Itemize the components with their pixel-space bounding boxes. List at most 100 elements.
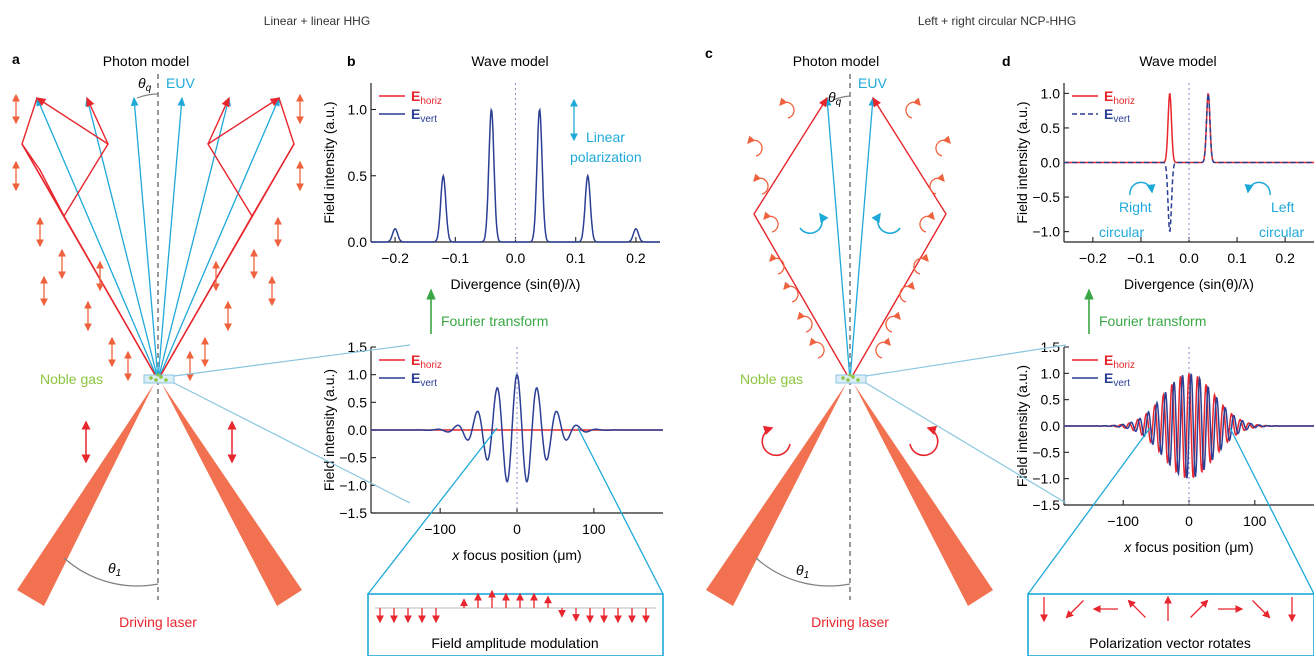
panel-b-modulation-box	[367, 593, 664, 656]
panel-a-letter: a	[12, 51, 20, 67]
x-tick-label: −100	[424, 521, 456, 537]
panel-a-euv: EUV	[166, 75, 195, 91]
panel-d-left-label-2: circular	[1259, 224, 1304, 240]
panel-a-laser-left	[17, 384, 154, 606]
y-tick-label: −1.0	[1032, 224, 1060, 240]
legend-e: E	[411, 88, 420, 104]
panel-c-laser-label: Driving laser	[811, 614, 889, 630]
panel-a-theta1-arc	[63, 557, 159, 587]
rotation-arrow	[899, 281, 915, 303]
x-tick-label: −0.1	[441, 250, 469, 266]
right-header: Left + right circular NCP-HHG	[918, 14, 1076, 28]
x-axis-label: x focus position (μm)	[1123, 539, 1253, 555]
panel-d-right-label-1: Right	[1119, 199, 1152, 215]
rotation-vector-arrow	[1252, 600, 1271, 619]
panel-a-title: Photon model	[103, 53, 189, 69]
rotation-arrow	[747, 135, 763, 157]
panel-a-laser-label: Driving laser	[119, 614, 197, 630]
panel-c-gas-label: Noble gas	[740, 371, 803, 387]
series-e-vert	[1064, 373, 1314, 479]
panel-b-fourier-label: Fourier transform	[441, 313, 548, 329]
legend-sub: vert	[420, 114, 437, 125]
legend-e: E	[411, 370, 420, 386]
y-tick-label: 0.5	[1041, 392, 1061, 408]
panel-d-letter: d	[1002, 53, 1011, 69]
panel-c: c Photon model θ1 θq EUV Noble gas Drivi…	[705, 45, 993, 630]
y-tick-label: −1.0	[339, 477, 367, 493]
panel-a-polarization-arrows	[12, 93, 304, 382]
x-axis-label-rest: focus position (μm)	[1131, 539, 1253, 555]
legend-e: E	[1104, 106, 1113, 122]
rotation-arrow	[763, 211, 779, 233]
chart-b-top: 0.0 0.5 1.0 −0.2 −0.1 0.0 0.1 0.2 Field intensit…	[321, 83, 660, 292]
x-axis-label-rest: focus position (μm)	[459, 547, 581, 563]
rotation-vector-arrow	[1127, 599, 1146, 618]
legend-sub: vert	[1113, 114, 1130, 125]
panel-c-letter: c	[705, 45, 713, 61]
panel-b: b Wave model 0.0 0.5 1.0 −0.2 −0.1 0.0 0.1 0.2 F…	[173, 53, 664, 656]
panel-c-laser-right	[854, 384, 993, 606]
legend-label-vert: Evert	[1104, 106, 1130, 125]
rotation-arrow	[905, 97, 921, 119]
rotation-vector-arrow	[1065, 600, 1084, 619]
x-tick-label: −0.2	[1079, 250, 1107, 266]
y-tick-label: −0.5	[1032, 189, 1060, 205]
y-axis-label: Field intensity (a.u.)	[321, 369, 337, 491]
panel-d-left-label-1: Left	[1271, 199, 1294, 215]
x-tick-label: 0.0	[1179, 250, 1199, 266]
x-axis-label-var: x	[1123, 539, 1132, 555]
x-tick-label: −100	[1107, 513, 1139, 529]
y-tick-label: −0.5	[1032, 444, 1060, 460]
panel-c-thetaq-arc	[832, 95, 851, 101]
panel-c-gas-dots	[841, 373, 860, 382]
panel-d-box-connector-left	[1027, 427, 1151, 595]
series-e-vert	[371, 373, 663, 484]
panel-d-fourier-label: Fourier transform	[1099, 313, 1206, 329]
legend-sub: horiz	[1113, 360, 1135, 371]
x-tick-label: 0.1	[1227, 250, 1247, 266]
x-tick-label: −0.2	[381, 250, 409, 266]
rotation-arrow	[779, 97, 795, 119]
rotation-arrow	[797, 311, 813, 333]
legend-label-horiz: Ehoriz	[411, 352, 442, 371]
legend-label-vert: Evert	[411, 106, 437, 125]
left-header: Linear + linear HHG	[264, 14, 370, 28]
y-tick-label: −1.5	[1032, 497, 1060, 513]
series-e-vert	[371, 107, 660, 243]
panel-c-rotation-arrows	[747, 97, 951, 359]
legend-label-horiz: Ehoriz	[411, 88, 442, 107]
panel-b-box-connector-right	[577, 427, 664, 595]
panel-b-modulation-arrows	[376, 589, 650, 624]
panel-c-laser-left	[706, 384, 846, 606]
x-tick-label: 0.1	[566, 250, 586, 266]
panel-a-gas-dots	[149, 373, 168, 382]
panel-a-theta1: θ1	[108, 560, 121, 579]
x-tick-label: 0.2	[1275, 250, 1295, 266]
y-tick-label: 0.5	[1041, 120, 1061, 136]
legend-e: E	[1104, 352, 1113, 368]
rotation-arrow	[929, 173, 945, 195]
panel-a: a Photon model θ1 θq EUV	[12, 51, 304, 630]
legend-sub: vert	[1113, 378, 1130, 389]
legend-label-vert: Evert	[1104, 370, 1130, 389]
y-tick-label: −0.5	[339, 450, 367, 466]
panel-c-thetaq: θq	[828, 89, 842, 108]
panel-d-rotation-arrows	[1040, 595, 1296, 623]
legend-sub: horiz	[420, 360, 442, 371]
legend-e: E	[1104, 88, 1113, 104]
panel-a-euv-rays	[36, 96, 280, 381]
y-tick-label: 1.0	[1041, 85, 1061, 101]
y-tick-label: −1.5	[339, 505, 367, 521]
panel-d-zoom-line-top	[865, 344, 1067, 377]
y-tick-label: 0.0	[1041, 155, 1061, 171]
x-tick-label: 0.2	[626, 250, 646, 266]
series-e-vert	[1064, 92, 1314, 233]
panel-a-gas-label: Noble gas	[40, 371, 103, 387]
legend-sub: horiz	[420, 96, 442, 107]
rotation-arrow	[913, 253, 929, 275]
panel-c-title: Photon model	[793, 53, 879, 69]
panel-c-theta1: θ1	[796, 562, 809, 581]
